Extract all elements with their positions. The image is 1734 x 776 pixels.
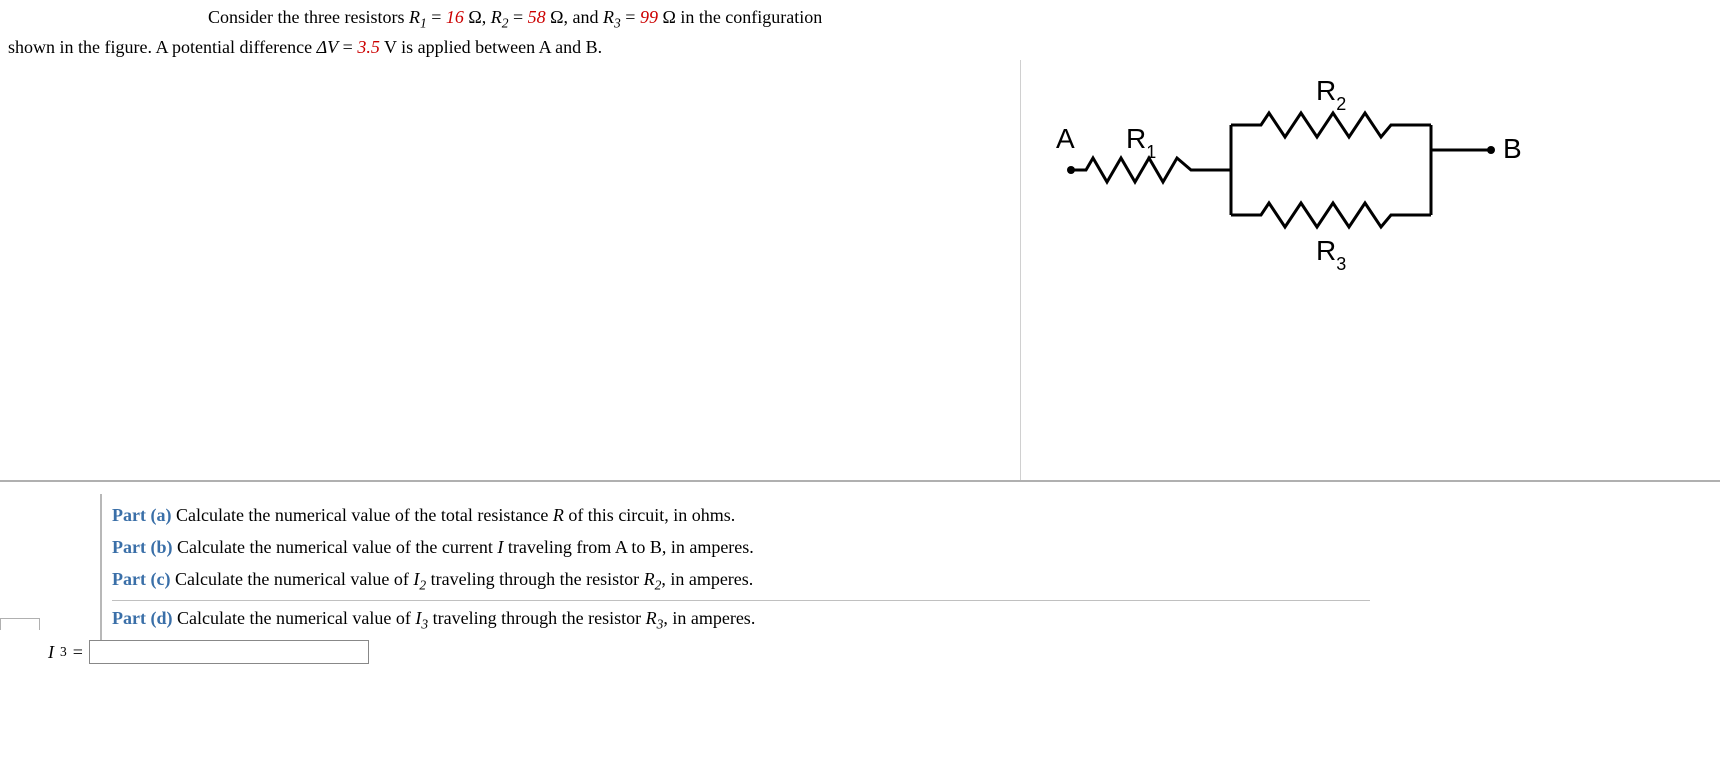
part-b-text1: Calculate the numerical value of the cur… (172, 537, 497, 557)
label-r2: R2 (1316, 75, 1346, 114)
circuit-figure: A B R1 R2 R3 (1020, 60, 1720, 480)
resistor-r3-path (1231, 203, 1431, 227)
answer-row: I3 = (48, 640, 369, 664)
circuit-svg: A B R1 R2 R3 (1031, 70, 1531, 290)
r3-symbol: R (603, 7, 614, 27)
part-b: Part (b) Calculate the numerical value o… (112, 532, 1370, 564)
part-b-text2: traveling from A to B, in amperes. (503, 537, 753, 557)
eq-4: = (338, 37, 357, 57)
r2-value: 58 (528, 7, 546, 27)
problem-statement: Consider the three resistors R1 = 16 Ω, … (0, 0, 1734, 65)
dv-value: 3.5 (357, 37, 380, 57)
r2-sub: 2 (502, 16, 509, 31)
part-d-rsym: R (646, 608, 657, 628)
part-d-text2: traveling through the resistor (428, 608, 645, 628)
ohm-1: Ω, (464, 7, 491, 27)
part-a-text2: of this circuit, in ohms. (564, 505, 735, 525)
part-d-text1: Calculate the numerical value of (172, 608, 415, 628)
part-a-sym: R (553, 505, 564, 525)
part-c-rsym: R (644, 569, 655, 589)
eq-1: = (427, 7, 446, 27)
r3-value: 99 (640, 7, 658, 27)
part-b-label: Part (b) (112, 537, 172, 557)
answer-lhs-sub: 3 (60, 644, 67, 660)
answer-eq: = (73, 642, 83, 663)
r1-symbol: R (409, 7, 420, 27)
answer-lhs-sym: I (48, 642, 54, 663)
dv-symbol: ΔV (317, 37, 339, 57)
ohm-3: Ω in the configuration (658, 7, 822, 27)
ohm-2: Ω, and (546, 7, 603, 27)
label-a: A (1056, 123, 1075, 154)
part-c-text3: , in amperes. (661, 569, 753, 589)
part-c-label: Part (c) (112, 569, 170, 589)
left-tab-decor (0, 618, 40, 630)
r1-value: 16 (446, 7, 464, 27)
part-c-text2: traveling through the resistor (426, 569, 643, 589)
part-a-text1: Calculate the numerical value of the tot… (171, 505, 552, 525)
problem-text-1: Consider the three resistors (208, 7, 409, 27)
answer-input[interactable] (89, 640, 369, 664)
part-a: Part (a) Calculate the numerical value o… (112, 500, 1370, 532)
part-c: Part (c) Calculate the numerical value o… (112, 564, 1370, 599)
r1-sub: 1 (420, 16, 427, 31)
part-a-label: Part (a) (112, 505, 171, 525)
label-r3: R3 (1316, 235, 1346, 274)
eq-2: = (509, 7, 528, 27)
parts-list: Part (a) Calculate the numerical value o… (100, 494, 1380, 644)
label-r1: R1 (1126, 123, 1156, 162)
eq-3: = (621, 7, 640, 27)
part-d: Part (d) Calculate the numerical value o… (112, 603, 1370, 638)
label-b: B (1503, 133, 1522, 164)
part-c-text1: Calculate the numerical value of (170, 569, 413, 589)
part-divider (112, 600, 1370, 601)
resistor-r2-path (1231, 113, 1431, 137)
r2-symbol: R (491, 7, 502, 27)
part-d-text3: , in amperes. (663, 608, 755, 628)
problem-text-2-end: V is applied between A and B. (380, 37, 602, 57)
problem-text-2: shown in the figure. A potential differe… (8, 37, 317, 57)
parts-section: Part (a) Calculate the numerical value o… (0, 480, 1720, 644)
r3-sub: 3 (614, 16, 621, 31)
part-d-label: Part (d) (112, 608, 172, 628)
